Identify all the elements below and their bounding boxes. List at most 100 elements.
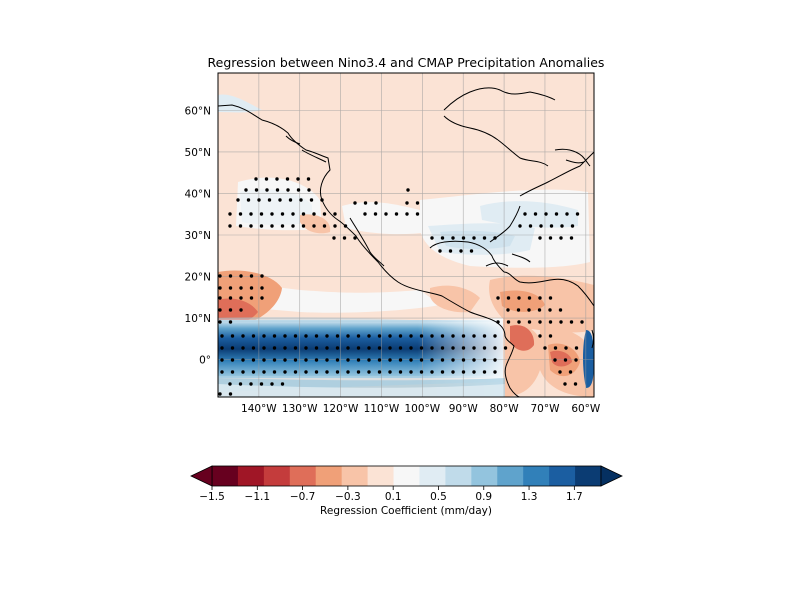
lat-tick-label: 0° bbox=[199, 355, 211, 367]
stipple-dot bbox=[564, 346, 568, 350]
colorbar-cell bbox=[263, 466, 291, 486]
stipple-dot bbox=[320, 198, 324, 202]
stipple-dot bbox=[533, 212, 538, 216]
stipple-dot bbox=[409, 334, 413, 338]
lon-tick-label: 140°W bbox=[241, 403, 277, 415]
stipple-dot bbox=[230, 358, 235, 362]
stipple-dot bbox=[280, 212, 285, 216]
stipple-dot bbox=[280, 224, 285, 228]
stipple-dot bbox=[363, 212, 367, 216]
stipple-dot bbox=[346, 346, 350, 350]
stipple-dot bbox=[228, 392, 233, 396]
stipple-dot bbox=[558, 308, 563, 312]
stipple-dot bbox=[239, 286, 243, 290]
stipple-dot bbox=[325, 370, 329, 374]
stipple-dot bbox=[398, 358, 403, 362]
stipple-dot bbox=[220, 358, 224, 362]
stipple-dot bbox=[262, 370, 266, 374]
stipple-dot bbox=[527, 320, 532, 324]
lat-tick-label: 60°N bbox=[185, 105, 211, 117]
stipple-dot bbox=[461, 346, 466, 350]
stipple-dot bbox=[419, 334, 424, 338]
stipple-dot bbox=[262, 334, 266, 338]
stipple-dot bbox=[517, 320, 521, 324]
stipple-dot bbox=[461, 334, 466, 338]
stipple-dot bbox=[377, 334, 382, 338]
stipple-dot bbox=[335, 358, 340, 362]
stipple-dot bbox=[283, 358, 287, 362]
stipple-dot bbox=[333, 212, 337, 216]
stipple-dot bbox=[301, 212, 306, 216]
stipple-dot bbox=[241, 346, 245, 350]
stipple-dot bbox=[312, 212, 316, 216]
stipple-dot bbox=[291, 224, 295, 228]
stipple-dot bbox=[569, 320, 574, 324]
stipple-dot bbox=[394, 212, 399, 216]
colorbar-extend-low bbox=[190, 465, 213, 487]
stipple-dot bbox=[275, 188, 280, 192]
stipple-dot bbox=[374, 201, 378, 205]
lat-tick-label: 40°N bbox=[185, 188, 211, 200]
stipple-dot bbox=[241, 370, 245, 374]
stipple-dot bbox=[388, 334, 392, 338]
latitude-labels: 60°N 50°N 40°N 30°N 20°N 10°N 0° bbox=[185, 105, 211, 366]
stipple-dot bbox=[270, 382, 274, 386]
stipple-dot bbox=[569, 236, 574, 240]
stipple-dot bbox=[356, 334, 361, 338]
stipple-dot bbox=[272, 358, 277, 362]
stipple-dot bbox=[241, 334, 245, 338]
stipple-dot bbox=[218, 286, 222, 290]
significance-stippling bbox=[218, 177, 584, 396]
stipple-dot bbox=[218, 296, 222, 300]
stipple-dot bbox=[228, 296, 233, 300]
stipple-dot bbox=[239, 308, 243, 312]
stipple-dot bbox=[270, 224, 274, 228]
stipple-dot bbox=[518, 224, 522, 228]
stipple-dot bbox=[264, 177, 269, 181]
stipple-dot bbox=[262, 346, 266, 350]
stipple-dot bbox=[496, 296, 500, 300]
stipple-dot bbox=[249, 286, 254, 290]
stipple-dot bbox=[335, 334, 340, 338]
stipple-dot bbox=[377, 370, 382, 374]
stipple-dot bbox=[251, 334, 256, 338]
longitude-labels: 140°W 130°W 120°W 110°W 100°W 90°W 80°W 70°W 60°… bbox=[241, 403, 601, 415]
stipple-dot bbox=[506, 320, 511, 324]
colorbar-extend-high bbox=[600, 465, 623, 487]
stipple-dot bbox=[527, 308, 531, 312]
stipple-dot bbox=[325, 358, 329, 362]
colorbar-tick-label: −1.5 bbox=[199, 491, 225, 503]
stipple-dot bbox=[574, 346, 579, 350]
stipple-dot bbox=[236, 198, 240, 202]
stipple-dot bbox=[553, 358, 557, 362]
stipple-dot bbox=[472, 370, 476, 374]
stipple-dot bbox=[291, 212, 295, 216]
stipple-dot bbox=[527, 296, 532, 300]
stipple-dot bbox=[314, 370, 319, 374]
stipple-dot bbox=[565, 212, 569, 216]
stipple-dot bbox=[415, 212, 420, 216]
stipple-dot bbox=[440, 236, 445, 240]
stipple-dot bbox=[563, 358, 568, 362]
stipple-dot bbox=[415, 201, 420, 205]
stipple-dot bbox=[257, 198, 261, 202]
stipple-dot bbox=[544, 212, 548, 216]
stipple-dot bbox=[249, 224, 253, 228]
colorbar-cell bbox=[212, 466, 239, 486]
stipple-dot bbox=[251, 346, 256, 350]
stipple-dot bbox=[405, 201, 409, 205]
stipple-dot bbox=[409, 346, 413, 350]
stipple-dot bbox=[409, 370, 413, 374]
stipple-dot bbox=[244, 188, 248, 192]
stipple-dot bbox=[430, 346, 434, 350]
stipple-dot bbox=[503, 346, 508, 350]
stipple-dot bbox=[482, 346, 487, 350]
stipple-dot bbox=[342, 236, 347, 240]
stipple-dot bbox=[356, 370, 361, 374]
map-panel bbox=[218, 73, 594, 397]
map-frame bbox=[217, 72, 595, 398]
stipple-dot bbox=[356, 346, 361, 350]
stipple-dot bbox=[537, 308, 542, 312]
stipple-dot bbox=[228, 274, 233, 278]
colorbar-cell bbox=[419, 466, 446, 486]
